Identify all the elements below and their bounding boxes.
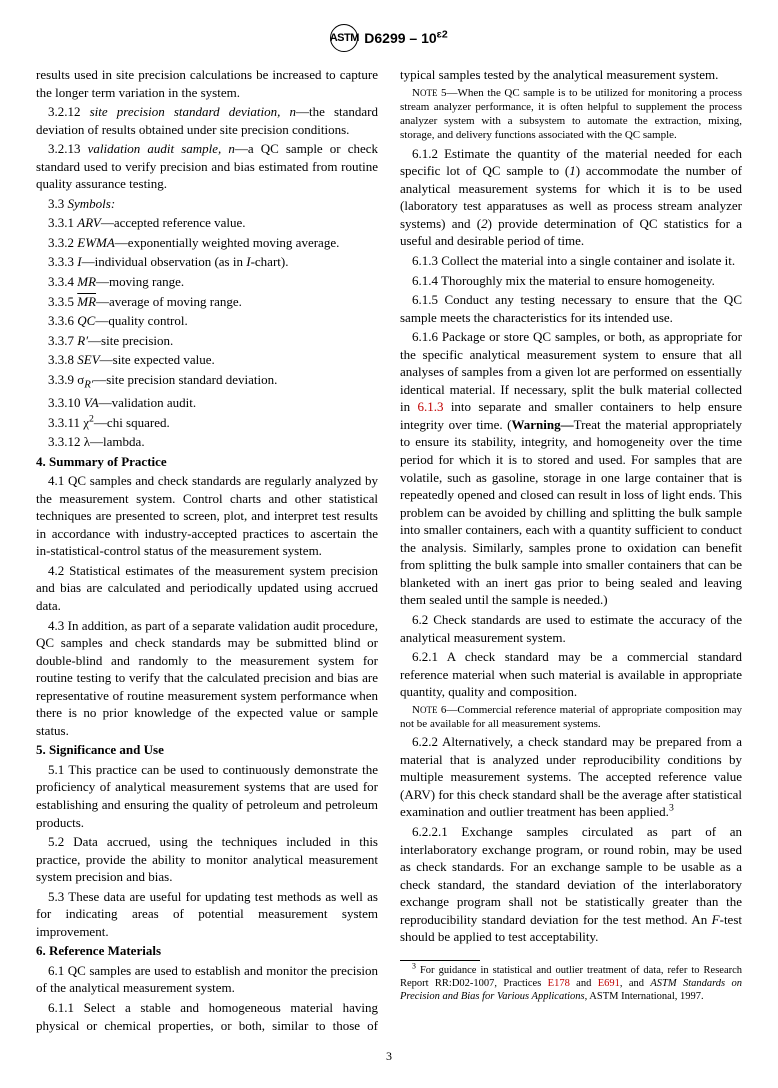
sec6-head: 6. Reference Materials xyxy=(36,942,378,960)
para-6-2-2-1: 6.2.2.1 Exchange samples circulated as p… xyxy=(400,823,742,946)
def-3-2-13: 3.2.13 validation audit sample, n—a QC s… xyxy=(36,140,378,193)
para-6-1-5: 6.1.5 Conduct any testing necessary to e… xyxy=(400,291,742,326)
sym-mrbar-pre: 3.3.5 xyxy=(48,294,77,309)
para-6-1-2: 6.1.2 Estimate the quantity of the mater… xyxy=(400,145,742,250)
link-e691[interactable]: E691 xyxy=(598,978,620,989)
note-6: NOTE 6—Commercial reference material of … xyxy=(400,703,742,732)
sym-lambda: 3.3.12 λ—lambda. xyxy=(36,433,378,451)
note-6-label: NOTE 6— xyxy=(412,704,457,716)
para-5-2: 5.2 Data accrued, using the techniques i… xyxy=(36,833,378,886)
sym-rprime: 3.3.7 R′—site precision. xyxy=(36,332,378,350)
footnote-3: 3 For guidance in statistical and outlie… xyxy=(400,964,742,1003)
astm-logo: ASTM xyxy=(330,24,358,52)
sym-sigma-sub: R′ xyxy=(84,378,93,390)
para-6-2-2: 6.2.2 Alternatively, a check standard ma… xyxy=(400,733,742,821)
para-6-2-2-text: 6.2.2 Alternatively, a check standard ma… xyxy=(400,734,742,819)
para-4-2: 4.2 Statistical estimates of the measure… xyxy=(36,562,378,615)
link-e178[interactable]: E178 xyxy=(548,978,570,989)
para-cont: results used in site precision calculati… xyxy=(36,66,378,101)
para-6-1-6-c: Treat the material appropriately to ensu… xyxy=(400,417,742,607)
note-5: NOTE 5—When the QC sample is to be utili… xyxy=(400,86,742,143)
sym-mrbar: 3.3.5 MR—average of moving range. xyxy=(36,293,378,311)
para-6-1-4: 6.1.4 Thoroughly mix the material to ens… xyxy=(400,272,742,290)
body-columns: results used in site precision calculati… xyxy=(36,66,742,1034)
footnote-mark-3[interactable]: 3 xyxy=(669,803,674,814)
sym-i: 3.3.3 I—individual observation (as in I-… xyxy=(36,253,378,271)
sym-chi-post: —chi squared. xyxy=(94,415,170,430)
warning-label: Warning— xyxy=(511,417,573,432)
sec5-head: 5. Significance and Use xyxy=(36,741,378,759)
page: ASTM D6299 – 10ɛ2 results used in site p… xyxy=(0,0,778,1088)
sym-mrbar-post: —average of moving range. xyxy=(96,294,242,309)
sym-sigma-pre: 3.3.9 σ xyxy=(48,372,84,387)
sym-mr: 3.3.4 MR—moving range. xyxy=(36,273,378,291)
footnote-mid: and xyxy=(570,978,598,989)
document-id: D6299 – 10ɛ2 xyxy=(364,29,447,48)
para-5-3: 5.3 These data are useful for updating t… xyxy=(36,888,378,941)
para-6-1-6: 6.1.6 Package or store QC samples, or bo… xyxy=(400,328,742,609)
sym-mrbar-sym: MR xyxy=(77,294,96,309)
document-header: ASTM D6299 – 10ɛ2 xyxy=(36,24,742,52)
footnote-num: 3 xyxy=(412,961,416,970)
sym-va: 3.3.10 VA—validation audit. xyxy=(36,394,378,412)
page-number: 3 xyxy=(36,1048,742,1064)
sym-qc: 3.3.6 QC—quality control. xyxy=(36,312,378,330)
para-5-1: 5.1 This practice can be used to continu… xyxy=(36,761,378,831)
sym-sigma: 3.3.9 σR′—site precision standard deviat… xyxy=(36,371,378,392)
sec4-head: 4. Summary of Practice xyxy=(36,453,378,471)
sym-arv: 3.3.1 ARV—accepted reference value. xyxy=(36,214,378,232)
sym-chi: 3.3.11 χ2—chi squared. xyxy=(36,414,378,432)
symbols-head: 3.3 Symbols: xyxy=(36,195,378,213)
sym-sev: 3.3.8 SEV—site expected value. xyxy=(36,351,378,369)
doc-id-text: D6299 – 10 xyxy=(364,30,436,46)
para-6-2-1: 6.2.1 A check standard may be a commerci… xyxy=(400,648,742,701)
para-6-1-3: 6.1.3 Collect the material into a single… xyxy=(400,252,742,270)
para-6-1: 6.1 QC samples are used to establish and… xyxy=(36,962,378,997)
def-3-2-12: 3.2.12 site precision standard deviation… xyxy=(36,103,378,138)
para-4-3: 4.3 In addition, as part of a separate v… xyxy=(36,617,378,740)
para-4-1: 4.1 QC samples and check standards are r… xyxy=(36,472,378,560)
sym-ewma: 3.3.2 EWMA—exponentially weighted moving… xyxy=(36,234,378,252)
note-5-label: NOTE 5— xyxy=(412,87,458,99)
para-6-2: 6.2 Check standards are used to estimate… xyxy=(400,611,742,646)
sym-sigma-post: —site precision standard deviation. xyxy=(93,372,277,387)
link-6-1-3[interactable]: 6.1.3 xyxy=(417,399,443,414)
sym-chi-pre: 3.3.11 χ xyxy=(48,415,89,430)
warning-bold: Warning— xyxy=(511,417,573,432)
doc-id-suffix: ɛ2 xyxy=(437,28,448,40)
